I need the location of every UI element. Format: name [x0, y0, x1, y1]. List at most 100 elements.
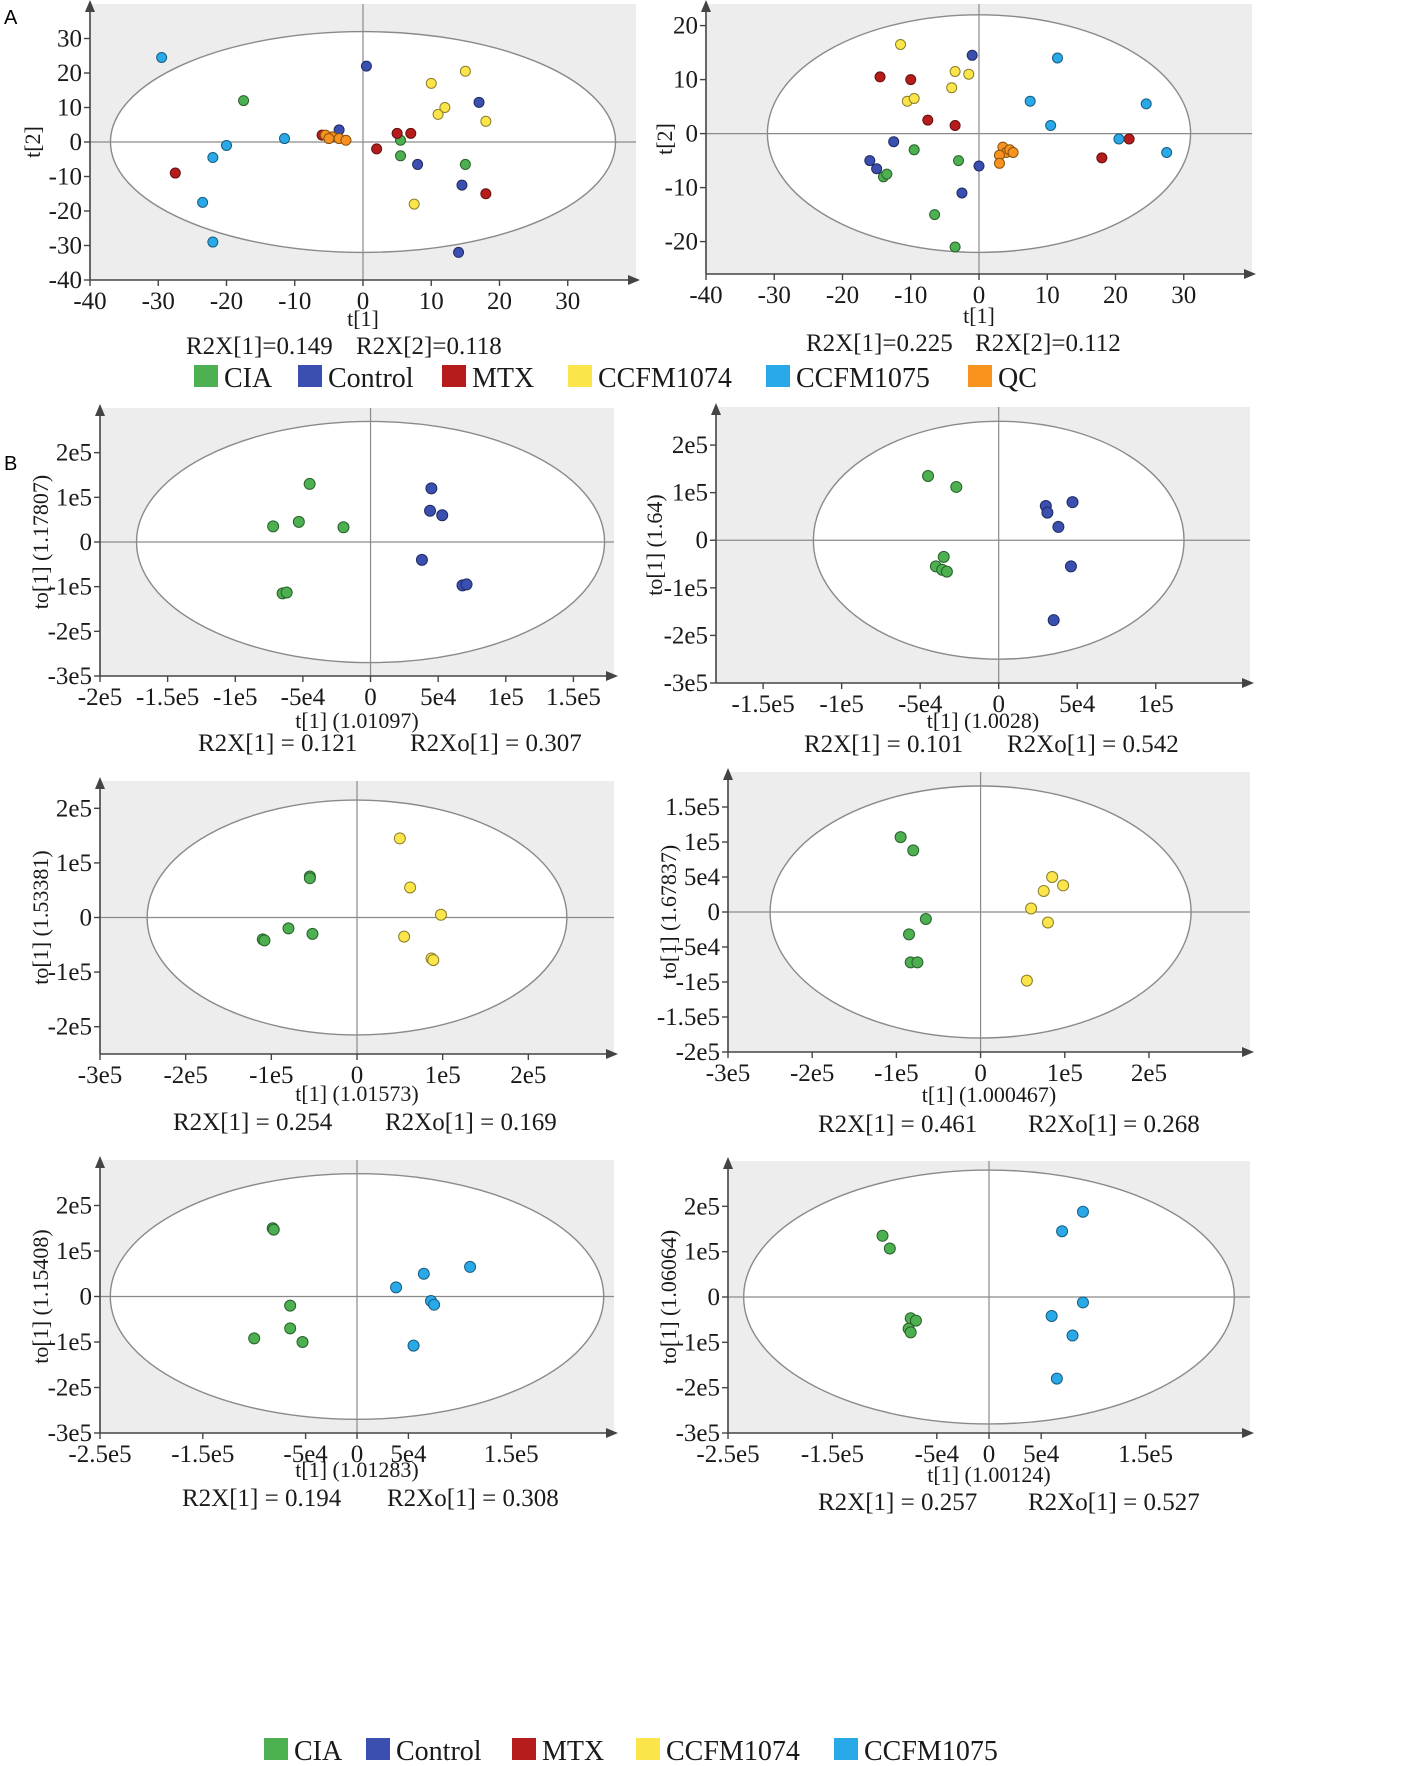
y-axis-arrow — [711, 403, 721, 415]
legend-b: CIA Control MTX CCFM1074 CCFM1075 — [264, 1736, 998, 1766]
y-axis-label: to[1] (1.67837) — [656, 845, 681, 979]
legend-swatch-ccfm1075 — [766, 365, 790, 387]
data-point-control — [473, 96, 485, 108]
data-point-qc — [323, 133, 335, 145]
y-axis-arrow — [95, 404, 105, 416]
y-tick-label: 2e5 — [684, 1193, 720, 1220]
data-point-qc — [1007, 147, 1019, 158]
x-tick-label: 5e4 — [1023, 1441, 1060, 1468]
data-point-control — [973, 160, 985, 172]
y-tick-label: 10 — [57, 95, 82, 122]
legend-label-mtx: MTX — [472, 363, 534, 394]
y-axis-arrow — [701, 0, 711, 12]
y-tick-label: 2e5 — [56, 440, 92, 467]
series-qc — [993, 141, 1019, 169]
data-point-ccfm1075 — [1066, 1329, 1079, 1342]
x-tick-label: 1e5 — [425, 1062, 461, 1089]
x-tick-label: -2e5 — [790, 1060, 834, 1087]
x-tick-label: -2e5 — [78, 684, 122, 711]
x-tick-label: 0 — [983, 1441, 996, 1468]
y-axis-label: to[1] (1.15408) — [28, 1229, 53, 1363]
data-point-ccfm1075 — [197, 196, 209, 208]
data-point-control — [360, 60, 372, 72]
y-axis-label: t[2] — [20, 126, 45, 158]
x-tick-label: 0 — [364, 684, 377, 711]
data-point-ccfm1074 — [432, 108, 444, 120]
x-tick-label: 10 — [1035, 282, 1060, 309]
x-axis-arrow — [628, 275, 640, 285]
y-tick-label: 0 — [686, 121, 699, 148]
data-point-control — [864, 155, 876, 167]
x-tick-label: 1e5 — [488, 684, 524, 711]
y-tick-label: -1e5 — [676, 969, 720, 996]
data-point-cia — [919, 913, 932, 925]
data-point-mtx — [922, 114, 934, 126]
y-tick-label: 20 — [57, 60, 82, 87]
data-point-cia — [911, 956, 924, 969]
x-tick-label: -3e5 — [706, 1060, 750, 1087]
r2x-stat: R2X[1]=0.225 — [806, 330, 953, 357]
r2x-second-stat: R2Xo[1] = 0.542 — [1007, 731, 1179, 758]
chart-a1: 30 20 10 0 -10 -20 -30 -40-40 -30 -20 -10 0 10 20 30 t[… — [20, 0, 640, 360]
y-tick-label: -1e5 — [48, 574, 92, 601]
data-point-cia — [937, 550, 950, 563]
data-point-ccfm1075 — [1076, 1296, 1089, 1309]
data-point-cia — [296, 1336, 309, 1348]
data-point-ccfm1074 — [480, 115, 492, 127]
data-point-control — [436, 509, 449, 522]
data-point-cia — [940, 565, 953, 578]
r2x-stat: R2X[1] = 0.121 — [198, 730, 357, 757]
x-tick-label: -1.5e5 — [732, 691, 795, 718]
y-axis-label: to[1] (1.17807) — [28, 475, 53, 609]
data-point-cia — [876, 1229, 889, 1242]
data-point-control — [460, 578, 473, 591]
y-axis-label: to[1] (1.53381) — [28, 850, 53, 984]
y-tick-label: -3e5 — [664, 670, 708, 697]
x-tick-label: -1e5 — [819, 691, 863, 718]
legend-label-ccfm1074: CCFM1074 — [666, 1736, 800, 1766]
data-point-ccfm1074 — [1046, 871, 1059, 883]
y-tick-label: 0 — [80, 905, 93, 932]
data-point-cia — [238, 95, 250, 107]
data-point-qc — [340, 134, 352, 146]
data-point-cia — [337, 521, 350, 534]
x-tick-label: 5e4 — [420, 684, 457, 711]
legend-label-cia: CIA — [224, 363, 273, 394]
x-axis-label: t[1] (1.01573) — [295, 1081, 418, 1106]
y-tick-label: -1e5 — [676, 1329, 720, 1356]
x-axis-arrow — [1242, 678, 1254, 688]
data-point-mtx — [405, 127, 417, 139]
x-tick-label: -5e4 — [915, 1441, 960, 1468]
data-point-cia — [904, 1326, 917, 1339]
data-point-cia — [929, 209, 941, 221]
data-point-ccfm1075 — [1051, 52, 1063, 64]
r2x-stat: R2X[1]=0.149 — [186, 333, 333, 360]
data-point-ccfm1074 — [949, 66, 961, 77]
series-control — [415, 482, 473, 592]
data-point-ccfm1075 — [390, 1281, 403, 1294]
legend-swatch-mtx — [512, 1738, 536, 1760]
data-point-mtx — [480, 188, 492, 200]
data-point-ccfm1074 — [908, 93, 920, 104]
series-qc — [319, 129, 352, 146]
x-tick-label: 1e5 — [1138, 691, 1174, 718]
data-point-cia — [883, 1242, 896, 1255]
y-axis-arrow — [85, 0, 95, 12]
y-tick-label: 0 — [70, 129, 83, 156]
y-tick-label: -10 — [665, 175, 698, 202]
x-tick-label: 20 — [1103, 282, 1128, 309]
x-tick-label: -10 — [278, 288, 311, 315]
x-tick-label: -10 — [894, 282, 927, 309]
series-cia — [894, 831, 932, 969]
data-point-control — [1041, 506, 1054, 519]
y-tick-label: -2e5 — [48, 1375, 92, 1402]
x-tick-label: -2.5e5 — [696, 1441, 759, 1468]
series-cia — [256, 870, 319, 947]
series-ccfm1074 — [895, 39, 975, 107]
data-point-control — [453, 246, 465, 258]
data-point-ccfm1074 — [1020, 974, 1033, 987]
data-point-ccfm1075 — [1076, 1205, 1089, 1218]
data-point-ccfm1075 — [428, 1298, 441, 1311]
